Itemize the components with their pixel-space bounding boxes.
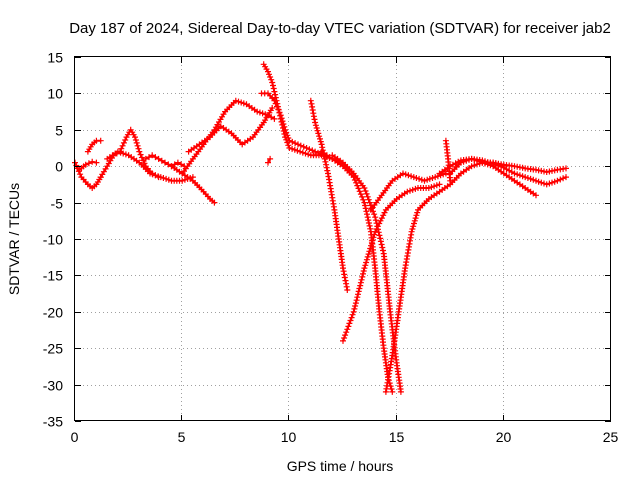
series-layer [72,61,569,395]
y-tick-label: -35 [43,414,63,430]
series-arc-16 [340,181,443,344]
series-markers [84,137,104,155]
y-tick-label: -20 [43,305,63,321]
series-markers [382,159,507,395]
y-tick-label: 15 [47,50,63,66]
y-tick-label: 5 [55,123,63,139]
series-arc-12 [265,155,274,166]
series-arc-19 [442,137,454,184]
x-tick-label: 10 [281,429,297,445]
series-arc-8 [179,97,278,177]
y-axis: -35 -30 -25 -20 -15 -10 -5 0 5 10 15 [43,50,611,430]
series-arc-14 [318,148,396,395]
series-arc-9 [185,105,276,155]
x-tick-label: 5 [178,429,186,445]
series-markers [142,152,188,170]
series-markers [168,163,218,206]
x-axis: 0 5 10 15 20 25 [71,57,619,445]
series-trail [181,99,276,175]
x-axis-label: GPS time / hours [287,458,394,474]
y-tick-label: 0 [55,159,63,175]
series-markers [104,148,196,184]
series-markers [179,97,278,177]
series-markers [479,159,569,175]
series-markers [76,158,100,173]
plot-frame [74,56,611,421]
y-tick-label: 10 [47,86,63,102]
series-markers [367,170,449,213]
series-markers [185,105,276,155]
y-tick-label: -5 [51,196,64,212]
y-tick-label: -25 [43,341,63,357]
series-markers [318,148,396,395]
series-markers [442,137,454,184]
chart-title: Day 187 of 2024, Sidereal Day-to-day VTE… [69,20,611,37]
y-axis-label: SDTVAR / TECUs [6,183,22,295]
series-arc-5 [104,148,196,184]
series-arc-22 [479,159,569,175]
x-tick-label: 25 [603,429,619,445]
series-arc-13 [307,97,351,293]
y-tick-label: -30 [43,378,63,394]
series-markers [307,97,351,293]
y-tick-label: -10 [43,232,63,248]
series-markers [340,181,443,344]
grid [75,57,611,421]
series-arc-7 [168,163,218,206]
x-tick-label: 0 [71,429,79,445]
y-tick-label: -15 [43,268,63,284]
x-tick-label: 15 [389,429,405,445]
series-markers [265,155,274,166]
series-arc-3 [76,158,100,173]
series-arc-17 [367,170,449,213]
x-tick-label: 20 [496,429,512,445]
series-arc-6 [142,152,188,170]
series-arc-2 [84,137,104,155]
